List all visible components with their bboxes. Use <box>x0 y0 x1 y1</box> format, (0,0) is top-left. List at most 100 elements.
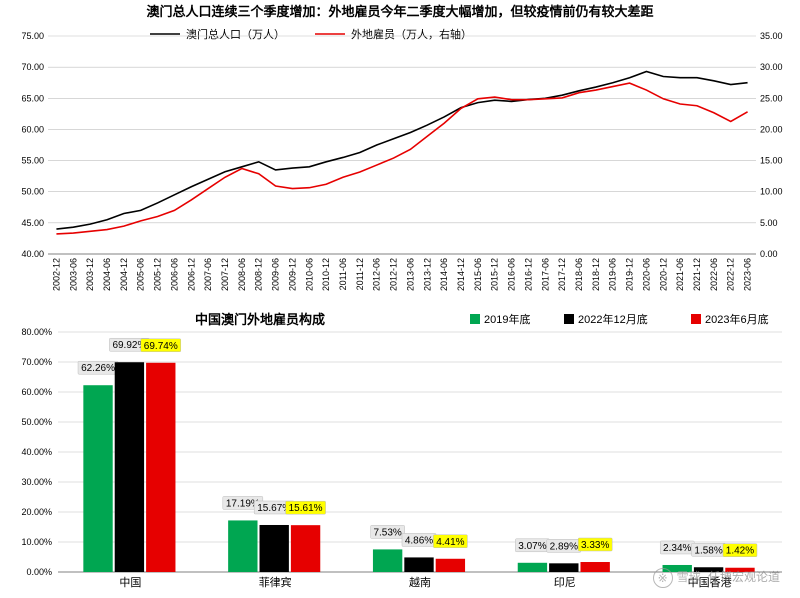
x-tick-label: 2018-06 <box>574 258 584 291</box>
bar <box>549 563 578 572</box>
bar-value-label: 7.53% <box>373 527 401 538</box>
y-tick-label: 40.00% <box>21 447 52 457</box>
bar-value-label: 62.26% <box>81 363 115 374</box>
y-tick-label: 30.00% <box>21 477 52 487</box>
bar-value-label: 1.42% <box>726 546 754 557</box>
y-right-tick: 25.00 <box>760 93 783 103</box>
x-tick-label: 2018-12 <box>591 258 601 291</box>
x-tick-label: 2010-12 <box>321 258 331 291</box>
bar-value-label: 2.34% <box>663 543 691 554</box>
bar-value-label: 15.61% <box>289 503 323 514</box>
x-tick-label: 2021-06 <box>675 258 685 291</box>
bar <box>436 559 465 572</box>
y-right-tick: 10.00 <box>760 187 783 197</box>
x-tick-label: 2021-12 <box>692 258 702 291</box>
x-tick-label: 2005-06 <box>136 258 146 291</box>
y-left-tick: 70.00 <box>21 62 44 72</box>
legend-swatch <box>470 314 480 324</box>
x-tick-label: 2004-06 <box>102 258 112 291</box>
y-right-tick: 20.00 <box>760 124 783 134</box>
bar-category-label: 印尼 <box>554 576 576 589</box>
x-tick-label: 2015-06 <box>473 258 483 291</box>
bar-value-label: 69.74% <box>144 341 178 352</box>
x-tick-label: 2014-06 <box>439 258 449 291</box>
y-tick-label: 0.00% <box>26 567 52 577</box>
y-left-tick: 75.00 <box>21 31 44 41</box>
bar <box>694 567 723 572</box>
x-tick-label: 2002-12 <box>51 258 61 291</box>
legend-label: 外地雇员（万人，右轴） <box>351 27 472 41</box>
legend-label: 澳门总人口（万人） <box>186 27 285 41</box>
legend-swatch <box>691 314 701 324</box>
y-right-tick: 5.00 <box>760 218 778 228</box>
bar <box>83 385 112 572</box>
x-tick-label: 2012-06 <box>372 258 382 291</box>
x-tick-label: 2003-12 <box>85 258 95 291</box>
bar <box>404 557 433 572</box>
x-tick-label: 2019-06 <box>608 258 618 291</box>
y-right-tick: 35.00 <box>760 31 783 41</box>
y-right-tick: 30.00 <box>760 62 783 72</box>
legend-label: 2023年6月底 <box>705 312 769 326</box>
bar-category-label: 菲律宾 <box>259 575 292 589</box>
x-tick-label: 2012-12 <box>389 258 399 291</box>
x-tick-label: 2008-12 <box>254 258 264 291</box>
y-left-tick: 65.00 <box>21 93 44 103</box>
x-tick-label: 2022-06 <box>709 258 719 291</box>
bar-category-label: 中国香港 <box>688 576 732 589</box>
x-tick-label: 2016-06 <box>507 258 517 291</box>
x-tick-label: 2013-12 <box>422 258 432 291</box>
bar <box>115 362 144 572</box>
x-tick-label: 2023-06 <box>743 258 753 291</box>
legend-label: 2022年12月底 <box>578 312 648 326</box>
y-tick-label: 70.00% <box>21 357 52 367</box>
bar-value-label: 4.86% <box>405 535 433 546</box>
x-tick-label: 2020-06 <box>641 258 651 291</box>
y-right-tick: 15.00 <box>760 156 783 166</box>
series-population <box>56 72 747 230</box>
x-tick-label: 2005-12 <box>153 258 163 291</box>
bar <box>725 568 754 572</box>
y-left-tick: 45.00 <box>21 218 44 228</box>
x-tick-label: 2014-12 <box>456 258 466 291</box>
x-tick-label: 2007-12 <box>220 258 230 291</box>
x-tick-label: 2004-12 <box>119 258 129 291</box>
bar <box>146 363 175 572</box>
bar <box>228 520 257 572</box>
y-tick-label: 10.00% <box>21 537 52 547</box>
bar-value-label: 3.33% <box>581 540 609 551</box>
bar-value-label: 2.89% <box>550 541 578 552</box>
x-tick-label: 2010-06 <box>304 258 314 291</box>
x-tick-label: 2020-12 <box>658 258 668 291</box>
y-tick-label: 50.00% <box>21 417 52 427</box>
x-tick-label: 2019-12 <box>625 258 635 291</box>
x-tick-label: 2008-06 <box>237 258 247 291</box>
x-tick-label: 2006-12 <box>186 258 196 291</box>
legend-label: 2019年底 <box>484 312 530 326</box>
bar <box>373 549 402 572</box>
legend-swatch <box>564 314 574 324</box>
bar <box>518 563 547 572</box>
x-tick-label: 2007-06 <box>203 258 213 291</box>
y-left-tick: 40.00 <box>21 249 44 259</box>
x-tick-label: 2017-06 <box>540 258 550 291</box>
y-tick-label: 60.00% <box>21 387 52 397</box>
bar <box>580 562 609 572</box>
x-tick-label: 2011-06 <box>338 258 348 290</box>
x-tick-label: 2006-06 <box>169 258 179 291</box>
y-left-tick: 50.00 <box>21 187 44 197</box>
bar-value-label: 3.07% <box>518 541 546 552</box>
bar-chart-title: 中国澳门外地雇员构成 <box>195 312 325 327</box>
bar-category-label: 中国 <box>119 576 141 589</box>
chart-container: 澳门总人口连续三个季度增加：外地雇员今年二季度大幅增加，但较疫情前仍有较大差距澳… <box>0 0 800 598</box>
bar-value-label: 1.58% <box>694 545 722 556</box>
y-left-tick: 60.00 <box>21 124 44 134</box>
x-tick-label: 2015-12 <box>490 258 500 291</box>
y-tick-label: 80.00% <box>21 327 52 337</box>
x-tick-label: 2013-06 <box>405 258 415 291</box>
series-employees <box>56 83 747 234</box>
line-chart-legend: 澳门总人口（万人） 外地雇员（万人，右轴） <box>150 27 472 41</box>
x-tick-label: 2011-12 <box>355 258 365 290</box>
x-tick-label: 2009-12 <box>287 258 297 291</box>
bar <box>663 565 692 572</box>
